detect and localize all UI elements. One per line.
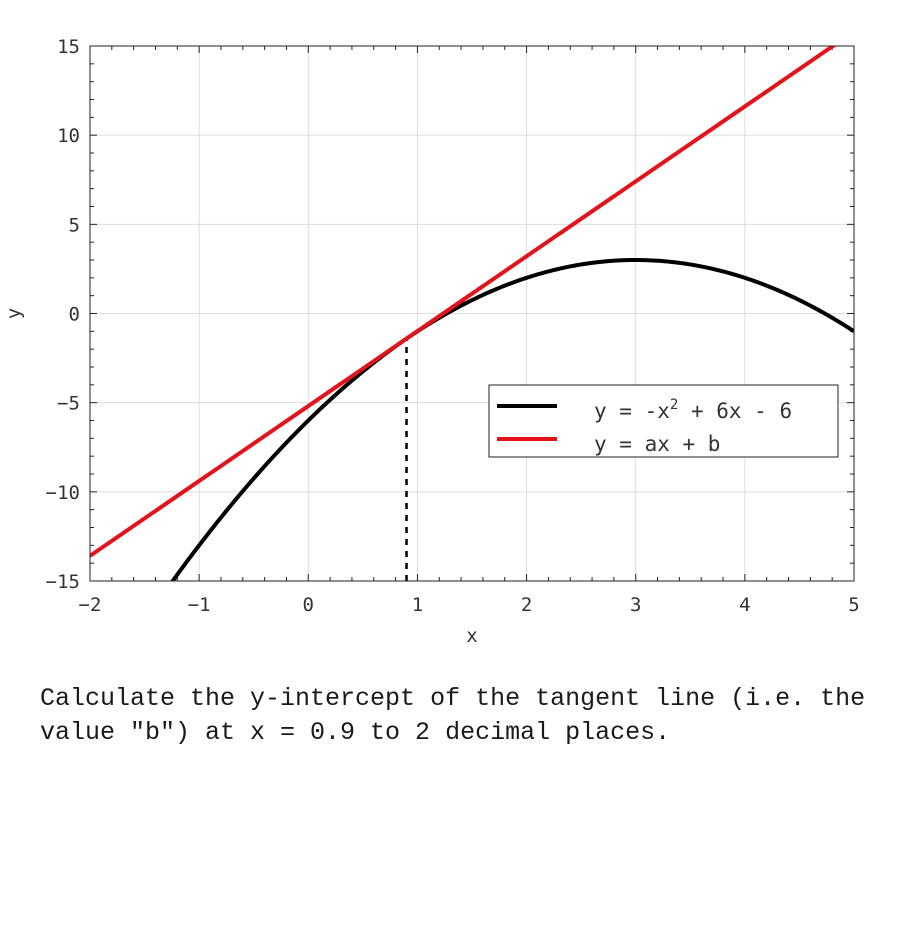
- legend-entry-curve-tail: + 6x - 6: [678, 399, 792, 423]
- x-tick-label: 1: [412, 594, 423, 616]
- legend: y = -x2 + 6x - 6 y = ax + b: [488, 384, 839, 458]
- plot-frame: [89, 45, 855, 582]
- y-tick-label: 5: [69, 214, 80, 236]
- legend-entry-tangent: y = ax + b: [594, 432, 720, 456]
- grid-lines: [89, 45, 855, 582]
- y-tick-label: 0: [69, 304, 80, 326]
- y-tick-label: 15: [57, 36, 80, 58]
- x-tick-label: 5: [848, 594, 859, 616]
- y-tick-label: −10: [46, 482, 80, 504]
- x-tick-label: −2: [79, 594, 102, 616]
- y-tick-labels: −15 −10 −5 0 5 10 15: [46, 36, 80, 593]
- x-tick-label: 3: [630, 594, 641, 616]
- x-tick-label: 2: [521, 594, 532, 616]
- series-layer: [90, 46, 854, 581]
- series-curve-line: [170, 258, 854, 581]
- x-tick-label: 0: [303, 594, 314, 616]
- x-tick-label: −1: [188, 594, 211, 616]
- y-tick-label: 10: [57, 125, 80, 147]
- x-axis-label: x: [466, 625, 477, 647]
- legend-entry-curve-exponent: 2: [670, 397, 678, 413]
- y-tick-label: −15: [46, 571, 80, 593]
- x-tick-label: 4: [739, 594, 750, 616]
- legend-box: [488, 384, 839, 458]
- series-tangent-line: [90, 46, 837, 558]
- y-tick-label: −5: [57, 393, 80, 415]
- question-text: Calculate the y-intercept of the tangent…: [40, 684, 866, 747]
- legend-entry-curve: y = -x2 + 6x - 6: [594, 397, 792, 423]
- legend-entry-curve-main: y = -x: [594, 399, 670, 423]
- x-tick-labels: −2 −1 0 1 2 3 4 5: [79, 594, 860, 616]
- y-axis-label: y: [3, 308, 25, 319]
